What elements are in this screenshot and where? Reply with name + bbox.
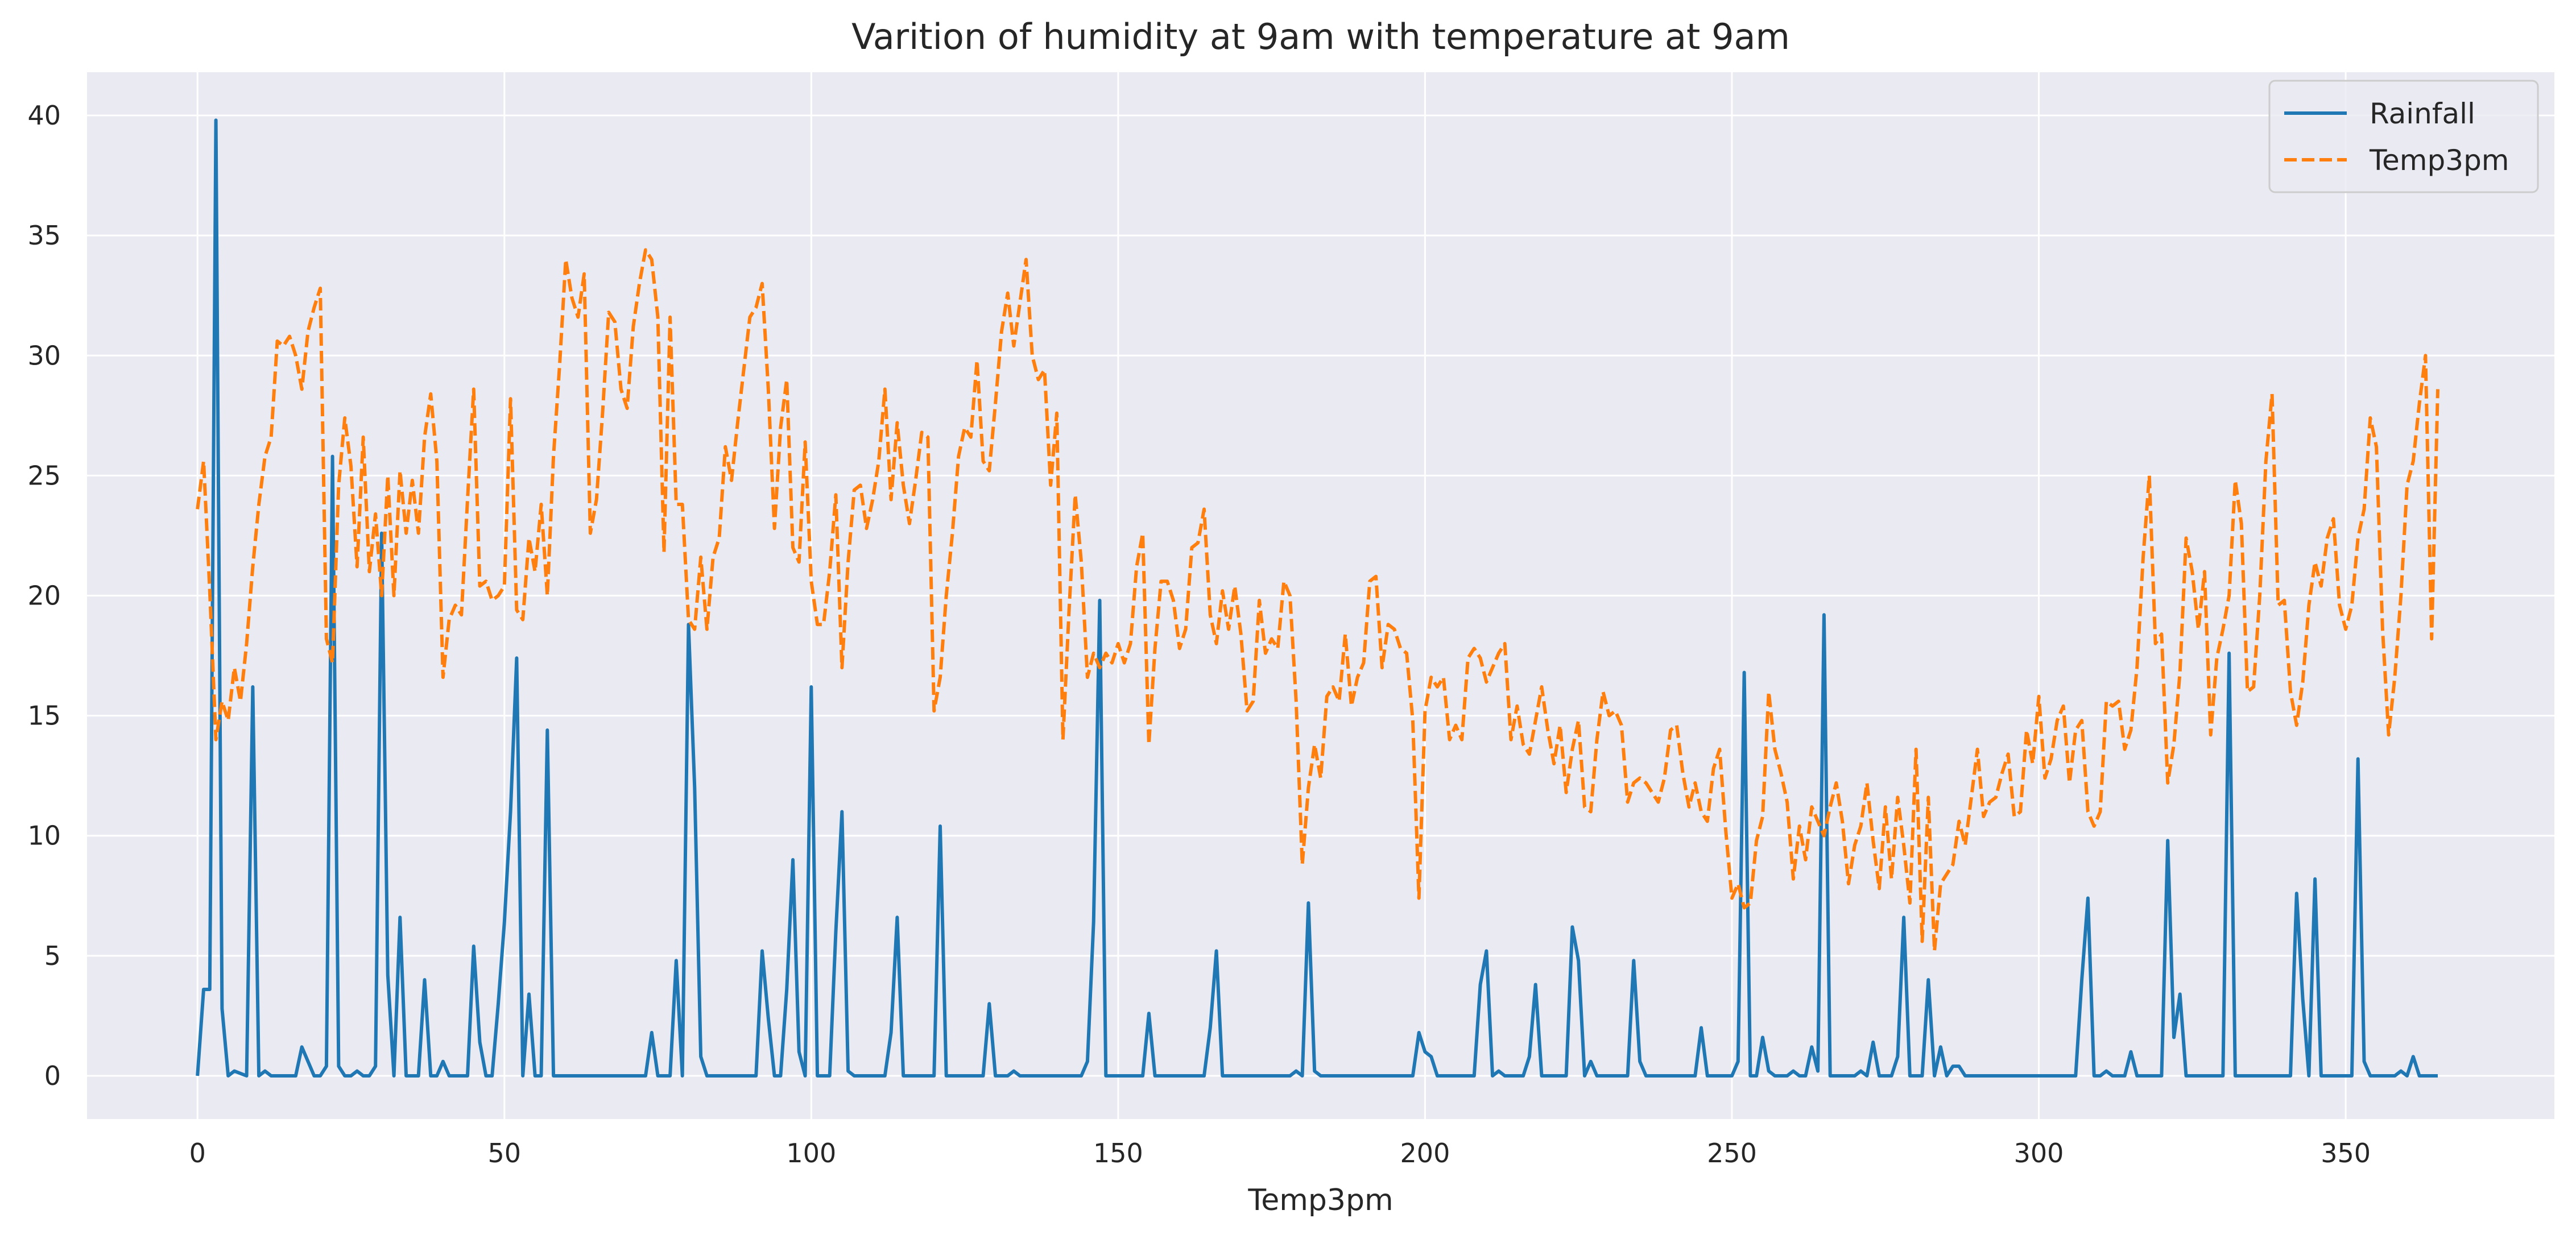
- series-line-rainfall: [196, 118, 2438, 1078]
- x-tick-label-0: 0: [189, 1138, 206, 1169]
- y-tick-label-25: 25: [27, 460, 61, 491]
- tick-labels: 0 50 100 150 200 250 300 350 0 5 10 15 20 25 30 35 40: [27, 100, 2371, 1169]
- y-tick-label-20: 20: [27, 581, 61, 611]
- y-tick-label-15: 15: [27, 701, 61, 731]
- legend: Rainfall Temp3pm: [2268, 80, 2539, 193]
- y-tick-label-10: 10: [27, 821, 61, 851]
- x-tick-label-150: 150: [1093, 1138, 1143, 1169]
- y-tick-label-30: 30: [27, 340, 61, 371]
- x-tick-label-350: 350: [2321, 1138, 2371, 1169]
- x-axis-label: Temp3pm: [1247, 1183, 1393, 1217]
- series-line-temp3pm: [196, 248, 2439, 953]
- grid-lines: [87, 72, 2554, 1119]
- legend-label-temp3pm: Temp3pm: [2369, 144, 2509, 177]
- y-tick-label-0: 0: [44, 1060, 61, 1091]
- chart-title: Varition of humidity at 9am with tempera…: [851, 16, 1790, 57]
- legend-label-rainfall: Rainfall: [2370, 97, 2475, 130]
- series-lines: [196, 118, 2439, 1078]
- x-tick-label-250: 250: [1707, 1138, 1757, 1169]
- x-tick-label-100: 100: [786, 1138, 836, 1169]
- legend-box: [2268, 80, 2539, 193]
- x-tick-label-50: 50: [488, 1138, 522, 1169]
- y-tick-label-40: 40: [27, 100, 61, 131]
- y-tick-label-5: 5: [44, 940, 61, 971]
- x-tick-label-300: 300: [2014, 1138, 2064, 1169]
- x-tick-label-200: 200: [1400, 1138, 1450, 1169]
- y-tick-label-35: 35: [27, 220, 61, 251]
